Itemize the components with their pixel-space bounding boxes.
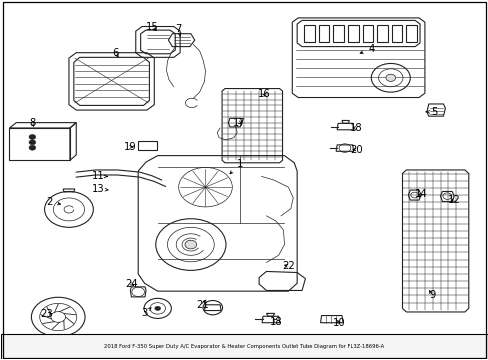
Text: 20: 20 [349, 144, 362, 154]
Circle shape [155, 306, 160, 311]
Text: 1: 1 [229, 159, 243, 174]
Text: 24: 24 [125, 279, 138, 289]
Text: 11: 11 [92, 171, 107, 181]
Circle shape [385, 74, 395, 81]
Polygon shape [0, 334, 488, 359]
Text: 5: 5 [425, 107, 437, 117]
Text: 9: 9 [428, 290, 434, 300]
Text: 15: 15 [145, 22, 158, 32]
Text: 6: 6 [112, 48, 118, 58]
Text: 14: 14 [414, 189, 427, 199]
Text: 7: 7 [175, 24, 182, 36]
Text: 18: 18 [349, 123, 362, 133]
Text: 3: 3 [141, 308, 151, 318]
Text: 13: 13 [92, 184, 108, 194]
Text: 2018 Ford F-350 Super Duty A/C Evaporator & Heater Components Outlet Tube Diagra: 2018 Ford F-350 Super Duty A/C Evaporato… [104, 344, 384, 349]
Text: 2: 2 [46, 197, 61, 207]
Text: 10: 10 [333, 319, 345, 328]
Circle shape [184, 240, 196, 249]
Circle shape [29, 140, 36, 145]
Text: 4: 4 [359, 44, 374, 54]
Circle shape [29, 145, 36, 150]
Text: 8: 8 [29, 118, 36, 128]
Circle shape [29, 134, 36, 139]
Text: 21: 21 [196, 300, 209, 310]
Text: 19: 19 [123, 142, 136, 152]
Text: 12: 12 [447, 195, 460, 205]
Text: 22: 22 [282, 261, 294, 271]
Text: 23: 23 [41, 310, 53, 319]
Text: 16: 16 [257, 89, 270, 99]
Text: 18: 18 [269, 317, 282, 327]
Text: 17: 17 [233, 118, 245, 128]
